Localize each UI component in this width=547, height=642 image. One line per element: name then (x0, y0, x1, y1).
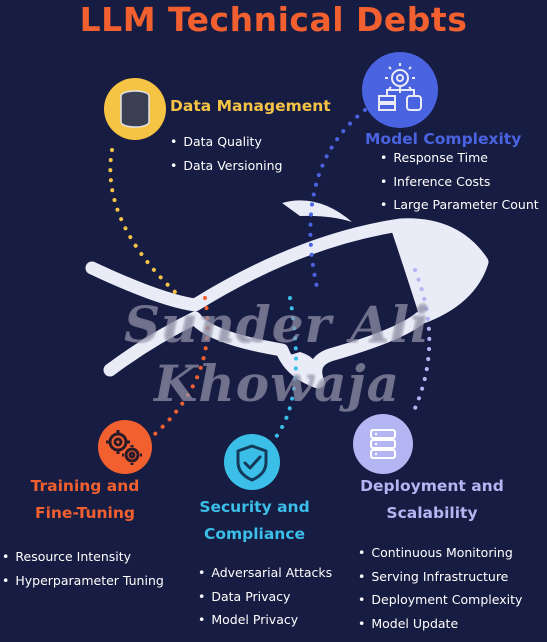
model-complexity-icon-circle (362, 52, 438, 128)
security-heading: Security and Compliance (182, 494, 327, 548)
deployment-icon-circle (353, 414, 413, 474)
fish-belly-fin (290, 352, 321, 384)
connector-model-complexity (308, 108, 367, 294)
security-heading-line2: Compliance (203, 525, 306, 543)
training-list: Resource Intensity Hyperparameter Tuning (2, 545, 164, 593)
server-icon (370, 429, 396, 459)
list-item: Adversarial Attacks (198, 561, 332, 585)
list-item: Data Quality (170, 130, 283, 154)
fish-head (392, 230, 482, 318)
watermark: Sunder Ali Khowaja (123, 295, 431, 413)
fish-dorsal-fin (282, 200, 352, 222)
gear-servers-icon (378, 63, 422, 111)
training-heading: Training and Fine-Tuning (10, 473, 160, 527)
shield-check-icon (236, 444, 268, 482)
list-item: Data Privacy (198, 585, 332, 609)
list-item: Data Versioning (170, 154, 282, 178)
security-icon-circle (224, 434, 280, 490)
list-item: Model Update (358, 612, 522, 636)
list-item: Resource Intensity (2, 545, 164, 569)
list-item: Serving Infrastructure (358, 565, 522, 589)
model-complexity-heading: Model Complexity (365, 130, 522, 148)
connector-training (146, 296, 210, 442)
deployment-list: Continuous Monitoring Serving Infrastruc… (358, 541, 522, 635)
data-management-list: Data Quality Data Versioning (170, 130, 283, 178)
deployment-heading-line2: Scalability (386, 504, 478, 522)
page-title: LLM Technical Debts (79, 0, 468, 39)
model-complexity-list: Response Time Inference Costs Large Para… (380, 146, 539, 217)
list-item: Inference Costs (380, 170, 539, 194)
fish-spine (85, 218, 489, 389)
connectors (108, 108, 432, 444)
connector-deployment (410, 268, 432, 417)
training-heading-line1: Training and (30, 477, 140, 495)
list-item: Hyperparameter Tuning (2, 569, 163, 593)
deployment-heading: Deployment and Scalability (352, 473, 512, 527)
deployment-heading-line1: Deployment and (360, 477, 504, 495)
training-icon-circle (98, 420, 152, 474)
database-icon (120, 90, 150, 128)
list-item: Large Parameter Count (380, 193, 538, 217)
data-management-icon-circle (104, 78, 166, 140)
list-item: Model Privacy (198, 608, 332, 632)
gears-icon (106, 430, 142, 465)
connector-data-management (108, 148, 177, 294)
security-list: Adversarial Attacks Data Privacy Model P… (198, 561, 332, 632)
fish-skeleton (85, 200, 489, 389)
list-item: Response Time (380, 146, 539, 170)
training-heading-line2: Fine-Tuning (35, 504, 135, 522)
data-management-heading: Data Management (170, 97, 331, 115)
list-item: Continuous Monitoring (358, 541, 522, 565)
list-item: Deployment Complexity (358, 588, 522, 612)
security-heading-line1: Security and (199, 498, 310, 516)
